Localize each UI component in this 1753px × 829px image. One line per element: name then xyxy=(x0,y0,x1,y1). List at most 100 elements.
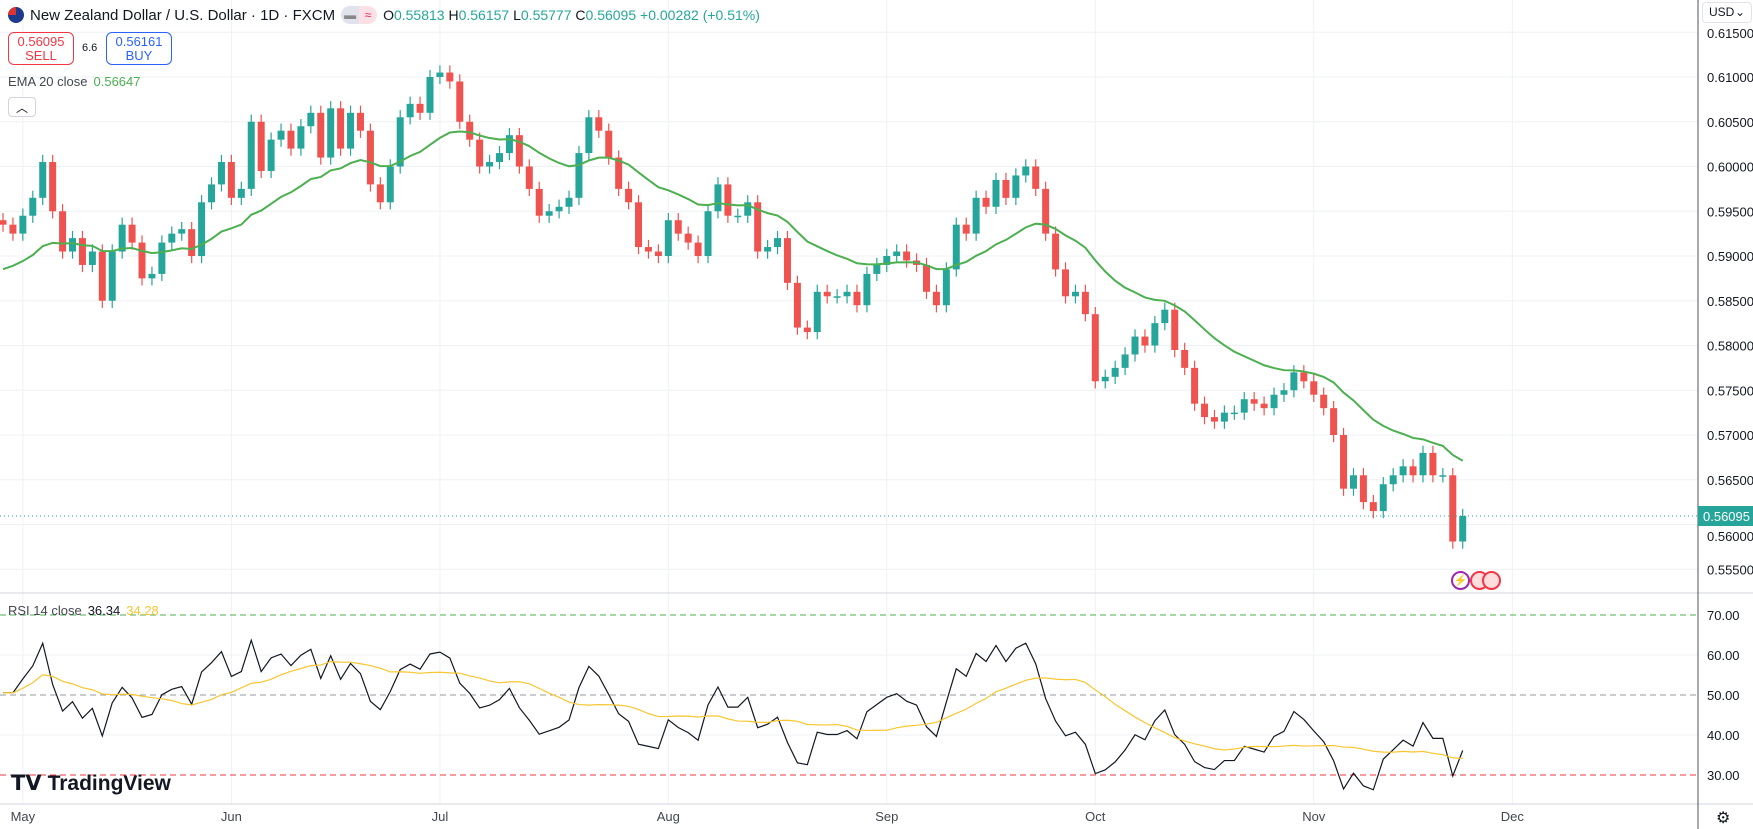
candle-body xyxy=(1161,309,1169,324)
candle-body xyxy=(217,162,225,185)
chevron-down-icon: ⌄ xyxy=(1734,5,1745,19)
candle-body xyxy=(128,224,136,243)
currency-select[interactable]: USD ⌄ xyxy=(1702,2,1752,23)
close-value: 0.56095 xyxy=(585,7,637,23)
sell-label: SELL xyxy=(25,48,57,63)
candle-body xyxy=(486,162,494,167)
open-label: O xyxy=(383,7,394,23)
candle-body xyxy=(1300,372,1308,382)
change-value: +0.00282 (+0.51%) xyxy=(640,7,760,23)
candle-body xyxy=(674,220,682,234)
candle-body xyxy=(783,238,791,283)
candle-body xyxy=(1389,475,1397,485)
tradingview-logo[interactable]: 𝗧𝗩 TradingView xyxy=(11,771,171,796)
time-tick-label: Oct xyxy=(1085,809,1106,824)
candle-body xyxy=(227,162,235,198)
candle-body xyxy=(1340,435,1348,489)
candle-body xyxy=(416,103,424,113)
candle-body xyxy=(813,291,821,333)
brand-name: TradingView xyxy=(47,771,171,795)
price-tick-label: 0.57500 xyxy=(1707,383,1753,398)
candle-body xyxy=(972,197,980,234)
candle-body xyxy=(356,112,364,131)
candle-body xyxy=(257,121,265,171)
time-tick-label: May xyxy=(11,809,36,824)
symbol-title[interactable]: New Zealand Dollar / U.S. Dollar · 1D · … xyxy=(30,6,336,24)
candle-body xyxy=(29,197,37,216)
us-event-flag-icon-2[interactable] xyxy=(1482,571,1501,590)
candle-body xyxy=(853,291,861,306)
candle-body xyxy=(376,184,384,203)
candle-body xyxy=(88,251,96,265)
candle-body xyxy=(1359,475,1367,503)
candle-body xyxy=(625,188,633,203)
candle-body xyxy=(347,112,355,149)
price-tick-label: 0.59500 xyxy=(1707,204,1753,219)
candle-body xyxy=(1101,376,1109,382)
candle-body xyxy=(436,72,444,77)
tv-logo-icon: 𝗧𝗩 xyxy=(11,772,42,795)
candle-body xyxy=(982,197,990,207)
rsi-tick-label: 60.00 xyxy=(1707,648,1740,663)
candle-body xyxy=(1012,175,1020,198)
candle-body xyxy=(545,211,553,216)
candle-body xyxy=(942,269,950,306)
low-value: 0.55777 xyxy=(520,7,572,23)
ema-line xyxy=(2,130,1464,462)
candle-body xyxy=(525,166,533,189)
candle-body xyxy=(615,157,623,189)
delayed-data-icon: ≈ xyxy=(359,6,378,24)
status-pill[interactable]: ▬ ≈ xyxy=(341,6,378,24)
nzd-flag-icon xyxy=(8,7,24,23)
candle-body xyxy=(426,77,434,113)
candle-body xyxy=(893,251,901,256)
candle-body xyxy=(39,162,47,198)
candle-body xyxy=(1181,349,1189,368)
candle-body xyxy=(1062,269,1070,297)
candle-body xyxy=(555,206,563,212)
rsi-legend[interactable]: RSI 14 close 36.34 34.28 xyxy=(8,603,159,618)
candle-body xyxy=(833,296,841,298)
candle-body xyxy=(287,130,295,149)
ema-legend[interactable]: EMA 20 close 0.56647 xyxy=(8,74,141,89)
candle-body xyxy=(883,256,891,265)
candle-body xyxy=(466,121,474,140)
high-label: H xyxy=(448,7,459,23)
buy-price: 0.56161 xyxy=(115,34,163,49)
candle-body xyxy=(237,188,245,198)
candle-body xyxy=(644,247,652,252)
collapse-legend-button[interactable]: ︿ xyxy=(8,97,36,117)
price-tick-label: 0.60500 xyxy=(1707,115,1753,130)
sell-button[interactable]: 0.56095 SELL xyxy=(8,32,74,65)
candle-body xyxy=(992,179,1000,207)
candle-body xyxy=(1042,188,1050,234)
candle-body xyxy=(168,233,176,243)
candle-body xyxy=(1429,452,1437,476)
candle-body xyxy=(307,112,315,127)
buy-button[interactable]: 0.56161 BUY xyxy=(106,32,172,65)
candle-body xyxy=(635,202,643,248)
candle-body xyxy=(0,220,7,225)
settings-icon[interactable]: ⚙ xyxy=(1716,810,1731,827)
candle-body xyxy=(1171,309,1179,350)
candle-body xyxy=(922,264,930,292)
ohlc-values: O0.55813 H0.56157 L0.55777 C0.56095 +0.0… xyxy=(383,7,760,23)
price-tick-label: 0.55500 xyxy=(1707,562,1753,577)
price-tick-label: 0.56000 xyxy=(1707,529,1753,544)
candle-body xyxy=(1449,475,1457,542)
candle-body xyxy=(823,291,831,297)
candle-body xyxy=(19,215,27,234)
candle-body xyxy=(1201,403,1209,418)
rsi-ma-value: 34.28 xyxy=(126,603,159,618)
candle-body xyxy=(734,215,742,218)
candle-body xyxy=(1349,475,1357,489)
candle-body xyxy=(1141,336,1149,346)
rsi-value: 36.34 xyxy=(87,603,121,618)
candle-body xyxy=(277,130,285,140)
candle-body xyxy=(595,117,603,131)
event-lightning-icon[interactable]: ⚡ xyxy=(1451,571,1470,590)
candle-body xyxy=(1022,166,1030,176)
open-value: 0.55813 xyxy=(393,7,445,23)
candle-body xyxy=(1081,291,1089,315)
